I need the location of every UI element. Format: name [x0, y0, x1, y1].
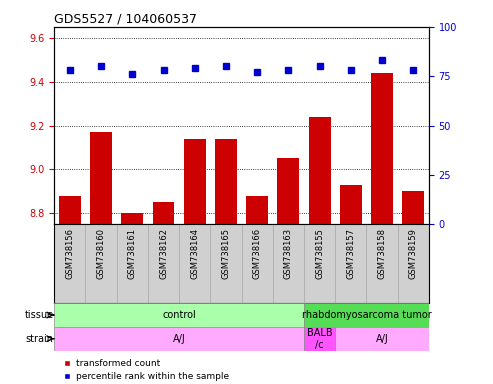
Bar	[54, 303, 304, 327]
Bar	[335, 327, 429, 351]
Bar	[273, 224, 304, 303]
Bar	[309, 117, 330, 224]
Text: strain: strain	[26, 334, 54, 344]
Bar	[398, 224, 429, 303]
Text: GSM738164: GSM738164	[190, 228, 199, 279]
Bar	[278, 159, 299, 224]
Bar	[242, 224, 273, 303]
Text: GSM738163: GSM738163	[284, 228, 293, 279]
Bar	[90, 132, 112, 224]
Text: A/J: A/J	[376, 334, 388, 344]
Text: GSM738162: GSM738162	[159, 228, 168, 279]
Text: GSM738155: GSM738155	[315, 228, 324, 279]
Bar	[246, 196, 268, 224]
Bar	[366, 224, 398, 303]
Text: GSM738159: GSM738159	[409, 228, 418, 279]
Bar	[121, 213, 143, 224]
Text: GSM738161: GSM738161	[128, 228, 137, 279]
Bar	[335, 224, 366, 303]
Text: A/J: A/J	[173, 334, 185, 344]
Bar	[85, 224, 117, 303]
Bar	[304, 327, 335, 351]
Text: GSM738160: GSM738160	[97, 228, 106, 279]
Bar	[179, 224, 211, 303]
Text: tissue: tissue	[25, 310, 54, 320]
Bar	[148, 224, 179, 303]
Bar	[304, 224, 335, 303]
Bar	[211, 224, 242, 303]
Bar	[117, 224, 148, 303]
Bar	[304, 303, 429, 327]
Bar	[153, 202, 175, 224]
Text: GDS5527 / 104060537: GDS5527 / 104060537	[54, 13, 197, 26]
Bar	[340, 185, 362, 224]
Legend: transformed count, percentile rank within the sample: transformed count, percentile rank withi…	[59, 355, 233, 384]
Bar	[54, 327, 304, 351]
Text: GSM738166: GSM738166	[253, 228, 262, 279]
Bar	[371, 73, 393, 224]
Text: GSM738156: GSM738156	[66, 228, 74, 279]
Text: GSM738165: GSM738165	[221, 228, 230, 279]
Bar	[59, 196, 81, 224]
Bar	[215, 139, 237, 224]
Bar	[54, 224, 85, 303]
Text: BALB
/c: BALB /c	[307, 328, 332, 349]
Bar	[184, 139, 206, 224]
Text: control: control	[162, 310, 196, 320]
Bar	[402, 191, 424, 224]
Text: rhabdomyosarcoma tumor: rhabdomyosarcoma tumor	[302, 310, 431, 320]
Text: GSM738158: GSM738158	[378, 228, 387, 279]
Text: GSM738157: GSM738157	[347, 228, 355, 279]
